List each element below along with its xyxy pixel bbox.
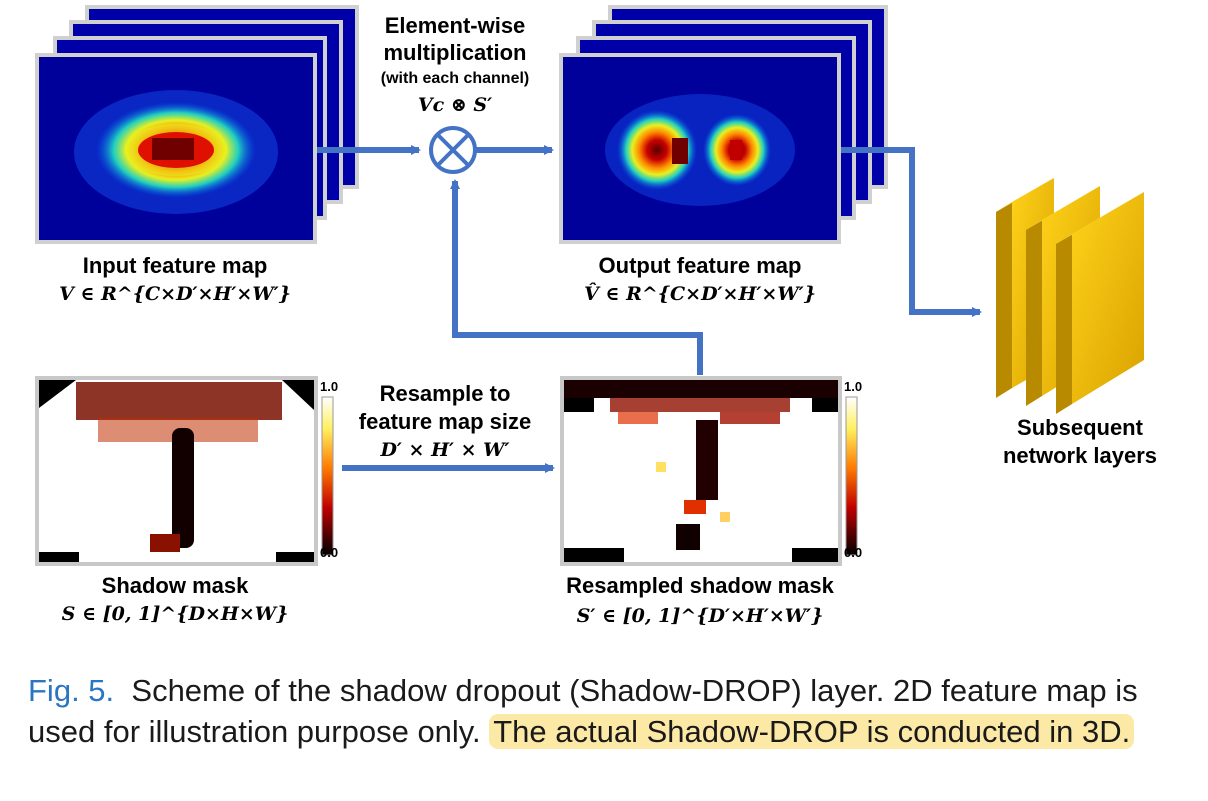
arrow-mask-to-multiply: [450, 179, 703, 375]
colorbar-right-min: 0.0: [844, 545, 863, 560]
resample-formula: D′ × H′ × W′: [380, 439, 510, 461]
subsequent-label-line1: Subsequent: [1017, 415, 1143, 440]
network-layer-blocks: [996, 178, 1144, 414]
subsequent-label-line2: network layers: [1002, 443, 1158, 468]
diagram-canvas: [35, 5, 1144, 566]
colorbar-right-max: 1.0: [844, 379, 863, 394]
multiply-label-line1: Element-wise: [384, 13, 526, 38]
colorbar-right: [845, 396, 858, 556]
caption-figure-number: Fig. 5.: [28, 673, 115, 708]
caption-highlight: The actual Shadow-DROP is conducted in 3…: [489, 714, 1135, 749]
output-map-title: Output feature map: [598, 253, 802, 278]
input-map-title: Input feature map: [82, 253, 268, 278]
output-map-formula: V̂ ∈ R^{C×D′×H′×W′}: [584, 283, 816, 305]
output-feature-map-stack: [559, 5, 888, 244]
multiply-formula: Vc ⊗ S′: [417, 94, 493, 116]
resampled-mask-title: Resampled shadow mask: [566, 573, 834, 598]
input-map-formula: V ∈ R^{C×D′×H′×W′}: [59, 283, 291, 305]
multiply-label-line2: multiplication: [383, 40, 527, 65]
multiply-label-line3: (with each channel): [380, 70, 530, 87]
input-feature-map-stack: [35, 5, 359, 244]
arrows: [317, 145, 982, 473]
shadow-mask-title: Shadow mask: [101, 573, 249, 598]
figure-caption: Fig. 5. Scheme of the shadow dropout (Sh…: [28, 670, 1188, 752]
arrow-output-to-layers: [841, 147, 982, 317]
colorbar-left: [321, 396, 334, 556]
resampled-mask-image: [560, 376, 858, 566]
shadow-mask-formula: S ∈ [0, 1]^{D×H×W}: [61, 603, 289, 625]
shadow-mask-image: [35, 376, 334, 566]
multiply-operator: [429, 126, 477, 174]
colorbar-left-min: 0.0: [320, 545, 339, 560]
resample-label-line2: feature map size: [358, 409, 532, 434]
resampled-mask-formula: S′ ∈ [0, 1]^{D′×H′×W′}: [576, 605, 824, 627]
colorbar-left-max: 1.0: [320, 379, 339, 394]
caption-text: Scheme of the shadow dropout (Shadow-DRO…: [28, 673, 1138, 749]
resample-label-line1: Resample to: [379, 381, 511, 406]
